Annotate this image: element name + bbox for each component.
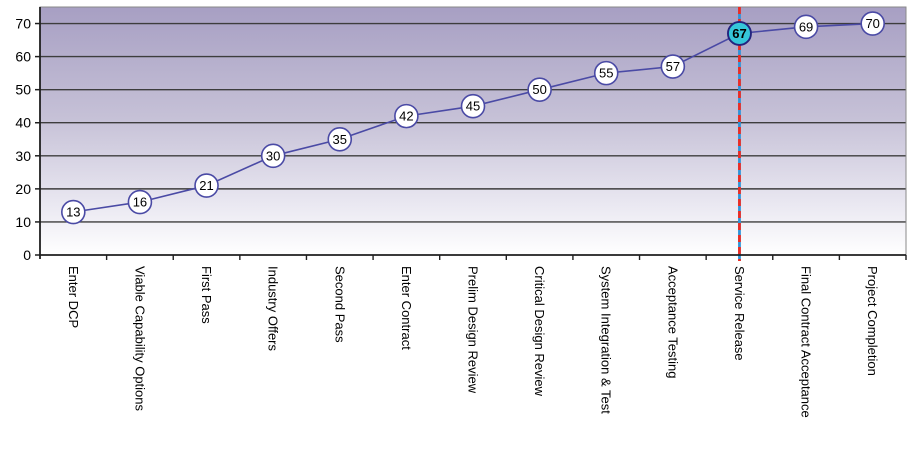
data-point-marker <box>327 126 353 152</box>
data-point-marker <box>394 103 419 129</box>
x-axis-category-label: Final Contract Acceptance <box>799 266 814 418</box>
x-axis-category-label: Prelim Design Review <box>466 266 481 394</box>
data-point-marker <box>260 143 286 169</box>
data-point-marker <box>527 77 552 102</box>
x-axis-category-label: Acceptance Testing <box>665 266 680 379</box>
data-point-marker <box>61 199 86 225</box>
data-point-value-label: 67 <box>732 26 746 41</box>
data-point-value-label: 16 <box>133 195 147 210</box>
x-axis-category-label: Viable Capability Options <box>132 266 147 412</box>
data-point-value-label: 35 <box>333 132 347 147</box>
data-point-value-label: 13 <box>66 205 80 220</box>
data-point-value-label: 30 <box>266 148 280 163</box>
data-point-marker <box>593 60 619 86</box>
data-point-value-label: 57 <box>666 59 680 74</box>
y-axis-tick-label: 40 <box>15 115 31 131</box>
x-axis-category-label: Critical Design Review <box>532 266 547 397</box>
x-axis-category-label: Enter DCP <box>66 266 81 328</box>
y-axis-tick-label: 60 <box>15 49 31 65</box>
data-point-marker <box>194 173 219 198</box>
data-point-value-label: 55 <box>599 66 613 81</box>
plot-area <box>40 7 906 255</box>
data-point-marker <box>460 93 486 119</box>
data-point-marker <box>860 11 885 36</box>
data-point-value-label: 42 <box>399 109 413 124</box>
data-point-marker <box>127 189 153 215</box>
data-point-value-label: 50 <box>532 82 546 97</box>
x-axis-category-label: Service Release <box>732 266 747 361</box>
y-axis-tick-label: 50 <box>15 82 31 98</box>
data-point-marker-highlighted <box>727 21 752 46</box>
data-point-value-label: 69 <box>799 19 813 34</box>
data-point-value-label: 21 <box>199 178 213 193</box>
y-axis-tick-label: 70 <box>15 16 31 32</box>
x-axis-category-label: Enter Contract <box>399 266 414 350</box>
x-axis-category-label: Industry Offers <box>266 266 281 352</box>
y-axis-tick-label: 30 <box>15 148 31 164</box>
y-axis-tick-label: 0 <box>23 247 31 263</box>
y-axis-tick-label: 10 <box>15 214 31 230</box>
x-axis-category-label: System Integration & Test <box>599 266 614 414</box>
x-axis-category-label: Second Pass <box>332 266 347 343</box>
x-axis-category-label: Project Completion <box>865 266 880 376</box>
data-point-value-label: 45 <box>466 99 480 114</box>
x-axis-category-label: First Pass <box>199 266 214 324</box>
y-axis-tick-label: 20 <box>15 181 31 197</box>
data-point-value-label: 70 <box>865 16 879 31</box>
data-point-marker <box>660 54 686 79</box>
data-point-marker <box>793 14 819 40</box>
